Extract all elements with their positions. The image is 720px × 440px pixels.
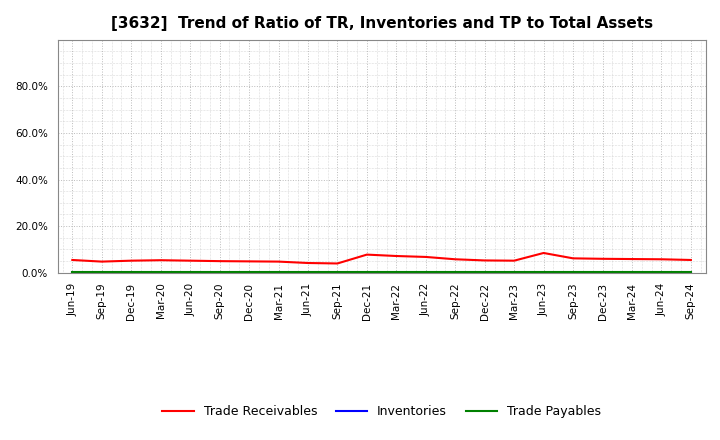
Inventories: [598, 270, 607, 275]
Inventories: [451, 270, 459, 275]
Trade Payables: [628, 270, 636, 275]
Trade Payables: [539, 270, 548, 275]
Trade Payables: [186, 270, 194, 275]
Trade Payables: [392, 270, 400, 275]
Trade Payables: [451, 270, 459, 275]
Line: Trade Receivables: Trade Receivables: [72, 253, 691, 264]
Inventories: [274, 270, 283, 275]
Inventories: [215, 270, 224, 275]
Inventories: [687, 270, 696, 275]
Inventories: [569, 270, 577, 275]
Trade Receivables: [510, 258, 518, 263]
Trade Payables: [68, 270, 76, 275]
Inventories: [363, 270, 372, 275]
Inventories: [510, 270, 518, 275]
Inventories: [657, 270, 666, 275]
Trade Receivables: [569, 256, 577, 261]
Trade Payables: [510, 270, 518, 275]
Trade Payables: [480, 270, 489, 275]
Trade Receivables: [539, 250, 548, 256]
Trade Receivables: [274, 259, 283, 264]
Trade Receivables: [127, 258, 135, 263]
Trade Payables: [156, 270, 165, 275]
Trade Receivables: [687, 257, 696, 263]
Trade Receivables: [156, 257, 165, 263]
Inventories: [127, 270, 135, 275]
Inventories: [480, 270, 489, 275]
Trade Payables: [598, 270, 607, 275]
Trade Payables: [569, 270, 577, 275]
Inventories: [97, 270, 106, 275]
Inventories: [392, 270, 400, 275]
Legend: Trade Receivables, Inventories, Trade Payables: Trade Receivables, Inventories, Trade Pa…: [157, 400, 606, 423]
Inventories: [421, 270, 430, 275]
Trade Receivables: [68, 257, 76, 263]
Trade Payables: [215, 270, 224, 275]
Trade Payables: [127, 270, 135, 275]
Trade Payables: [274, 270, 283, 275]
Trade Payables: [97, 270, 106, 275]
Trade Receivables: [480, 258, 489, 263]
Trade Receivables: [451, 257, 459, 262]
Trade Receivables: [363, 252, 372, 257]
Trade Receivables: [186, 258, 194, 263]
Title: [3632]  Trend of Ratio of TR, Inventories and TP to Total Assets: [3632] Trend of Ratio of TR, Inventories…: [111, 16, 652, 32]
Inventories: [245, 270, 253, 275]
Trade Payables: [304, 270, 312, 275]
Inventories: [156, 270, 165, 275]
Trade Receivables: [392, 253, 400, 259]
Inventories: [68, 270, 76, 275]
Trade Receivables: [245, 259, 253, 264]
Trade Receivables: [598, 256, 607, 261]
Trade Payables: [363, 270, 372, 275]
Trade Receivables: [304, 260, 312, 266]
Trade Payables: [245, 270, 253, 275]
Trade Payables: [687, 270, 696, 275]
Trade Payables: [333, 270, 342, 275]
Trade Receivables: [215, 258, 224, 264]
Trade Receivables: [628, 257, 636, 262]
Trade Receivables: [97, 259, 106, 264]
Inventories: [628, 270, 636, 275]
Inventories: [186, 270, 194, 275]
Inventories: [333, 270, 342, 275]
Trade Receivables: [333, 261, 342, 266]
Inventories: [304, 270, 312, 275]
Trade Payables: [421, 270, 430, 275]
Inventories: [539, 270, 548, 275]
Trade Receivables: [421, 254, 430, 260]
Trade Receivables: [657, 257, 666, 262]
Trade Payables: [657, 270, 666, 275]
